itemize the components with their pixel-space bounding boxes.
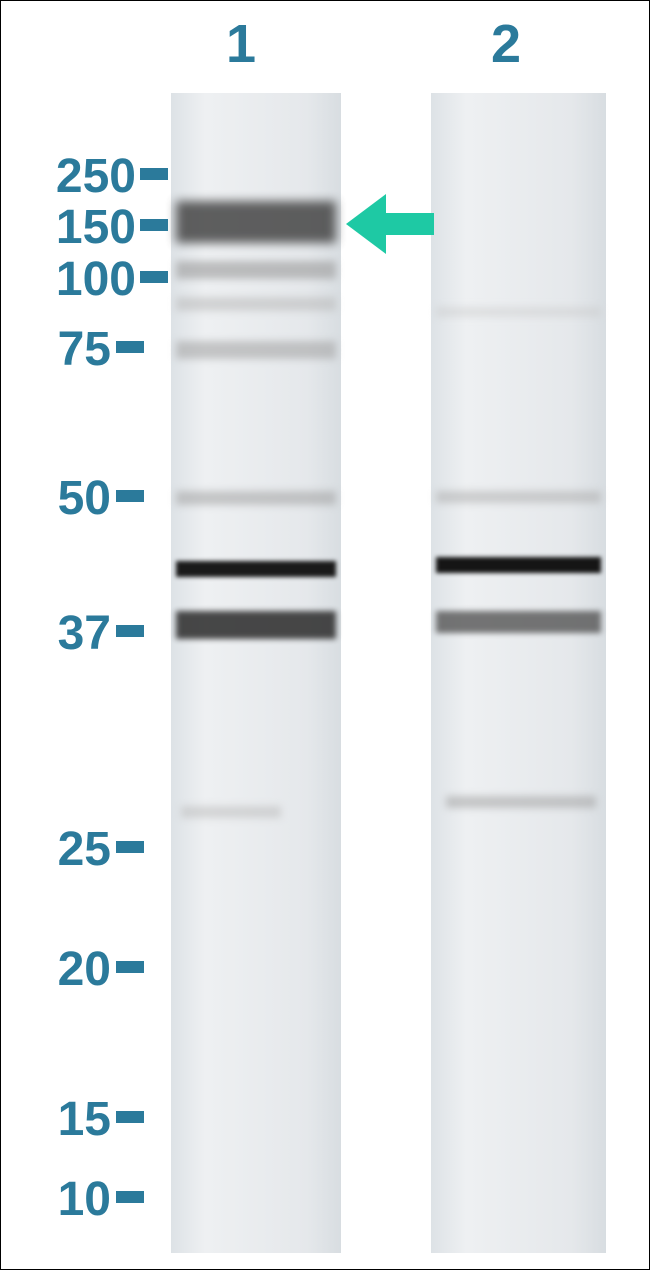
lane2-band-3	[436, 557, 601, 573]
marker-50-tick	[116, 490, 144, 502]
blot-figure: 1 2 250 150 100 75 50 37 25 20 15 10	[0, 0, 650, 1270]
marker-25-tick	[116, 841, 144, 853]
lane2-band-4	[436, 611, 601, 633]
lane2-band-2	[436, 491, 601, 503]
marker-10: 10	[41, 1172, 111, 1227]
lane1-band-1	[176, 201, 336, 243]
lane2-band-1	[436, 307, 601, 317]
lane2-band-5	[446, 796, 596, 808]
marker-37-tick	[116, 625, 144, 637]
marker-75-tick	[116, 341, 144, 353]
lane-1-label: 1	[226, 13, 256, 75]
marker-50: 50	[41, 471, 111, 526]
marker-150: 150	[41, 200, 136, 255]
lane1-band-6	[176, 561, 336, 577]
marker-250-tick	[140, 168, 168, 180]
lane1-band-4	[176, 341, 336, 359]
lane1-band-7	[176, 611, 336, 639]
marker-150-tick	[140, 219, 168, 231]
marker-25: 25	[41, 822, 111, 877]
marker-20-tick	[116, 961, 144, 973]
marker-15: 15	[41, 1092, 111, 1147]
lane1-band-5	[176, 491, 336, 505]
lane-2	[431, 93, 606, 1253]
lane-2-label: 2	[491, 13, 521, 75]
lane1-band-2	[176, 261, 336, 279]
marker-250: 250	[41, 149, 136, 204]
target-arrow-icon	[346, 194, 386, 254]
lane1-band-3	[176, 297, 336, 311]
lane1-band-8	[181, 806, 281, 818]
marker-37: 37	[41, 606, 111, 661]
marker-75: 75	[41, 322, 111, 377]
marker-10-tick	[116, 1191, 144, 1203]
marker-100-tick	[140, 271, 168, 283]
marker-20: 20	[41, 942, 111, 997]
marker-15-tick	[116, 1111, 144, 1123]
marker-100: 100	[41, 252, 136, 307]
